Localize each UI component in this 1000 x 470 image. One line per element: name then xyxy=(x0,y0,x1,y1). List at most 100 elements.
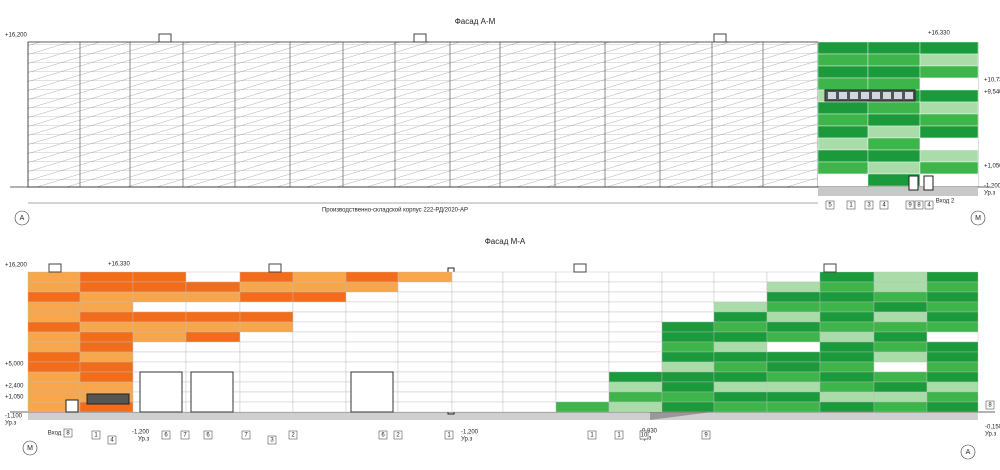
panel xyxy=(817,137,869,151)
roof-vent xyxy=(268,263,282,273)
panel xyxy=(292,341,347,353)
panel xyxy=(661,311,715,323)
panel xyxy=(79,351,134,363)
panel xyxy=(79,381,134,393)
gate xyxy=(350,371,394,413)
panel xyxy=(873,281,928,293)
panel xyxy=(819,281,875,293)
panel xyxy=(451,401,504,413)
marker-box xyxy=(288,430,298,440)
panel xyxy=(766,321,821,333)
window-band xyxy=(86,393,130,405)
panel xyxy=(713,381,768,393)
panel xyxy=(713,401,768,413)
label: 7 xyxy=(244,433,248,439)
panel xyxy=(27,271,81,283)
panel xyxy=(79,281,134,293)
panel xyxy=(397,291,453,303)
marker-box xyxy=(639,430,649,440)
panel xyxy=(608,281,663,293)
panel xyxy=(132,361,187,373)
marker-box xyxy=(985,400,995,410)
label: +5,000 xyxy=(5,362,24,368)
panel xyxy=(345,341,399,353)
label: 2 xyxy=(291,433,295,439)
panel xyxy=(919,173,979,187)
panel xyxy=(79,341,134,353)
panel xyxy=(292,321,347,333)
panel xyxy=(27,291,81,303)
panel xyxy=(766,301,821,313)
panel xyxy=(661,281,715,293)
panel xyxy=(555,351,610,363)
panel xyxy=(502,371,557,383)
panel xyxy=(919,101,979,115)
panel xyxy=(397,321,453,333)
panel xyxy=(292,301,347,313)
panel xyxy=(661,271,715,283)
panel xyxy=(27,371,81,383)
panel xyxy=(345,331,399,343)
panel xyxy=(766,331,821,343)
panel xyxy=(766,341,821,353)
label: 9 xyxy=(908,203,912,209)
panel xyxy=(292,351,347,363)
panel xyxy=(608,271,663,283)
panel xyxy=(873,341,928,353)
panel xyxy=(817,149,869,163)
panel xyxy=(239,301,294,313)
panel xyxy=(867,53,921,67)
label: +1,050 xyxy=(5,395,24,401)
label: -1,100 xyxy=(5,414,23,420)
panel xyxy=(873,271,928,283)
panel xyxy=(345,361,399,373)
panel xyxy=(817,65,869,79)
panel xyxy=(185,331,241,343)
panel xyxy=(867,113,921,127)
panel xyxy=(292,271,347,283)
panel xyxy=(292,361,347,373)
marker-box xyxy=(444,430,454,440)
label: Вход 2 xyxy=(936,199,955,205)
panel xyxy=(766,401,821,413)
window xyxy=(850,92,858,99)
door xyxy=(65,399,79,413)
panel xyxy=(555,311,610,323)
panel xyxy=(926,271,979,283)
panel xyxy=(817,173,869,187)
panel xyxy=(239,281,294,293)
panel xyxy=(926,371,979,383)
panel xyxy=(766,381,821,393)
panel xyxy=(451,341,504,353)
panel xyxy=(926,301,979,313)
panel xyxy=(661,361,715,373)
panel xyxy=(713,271,768,283)
panel xyxy=(132,311,187,323)
panel xyxy=(451,361,504,373)
label: Ур.з xyxy=(985,432,997,438)
roof-vent xyxy=(48,263,62,273)
panel xyxy=(345,291,399,303)
panel xyxy=(819,351,875,363)
panel xyxy=(873,391,928,403)
panel xyxy=(919,89,979,103)
panel xyxy=(919,149,979,163)
label: 2 xyxy=(396,433,400,439)
marker-box xyxy=(63,428,73,438)
panel xyxy=(239,401,294,413)
panel xyxy=(239,311,294,323)
label: А xyxy=(966,449,971,456)
panel xyxy=(79,271,134,283)
panel xyxy=(819,301,875,313)
panel xyxy=(819,311,875,323)
panel xyxy=(926,351,979,363)
panel xyxy=(713,291,768,303)
panel xyxy=(661,351,715,363)
panel xyxy=(713,361,768,373)
panel xyxy=(555,371,610,383)
panel xyxy=(397,301,453,313)
panel xyxy=(819,271,875,283)
marker-box xyxy=(905,200,915,210)
panel xyxy=(451,381,504,393)
panel xyxy=(502,291,557,303)
